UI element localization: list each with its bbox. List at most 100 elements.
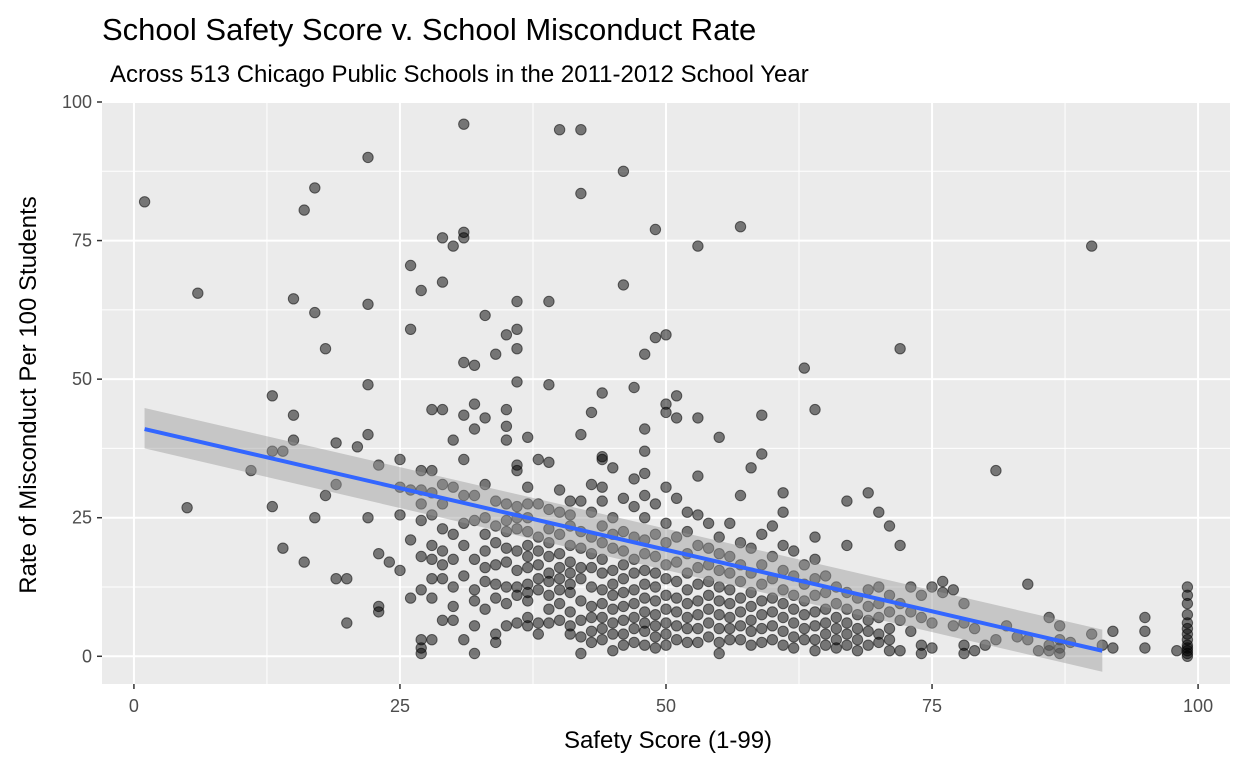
data-point — [788, 642, 800, 654]
data-point — [1139, 625, 1151, 637]
data-point — [500, 498, 513, 510]
data-point — [436, 559, 449, 571]
data-point — [479, 512, 491, 524]
data-point — [490, 636, 502, 649]
data-point — [575, 124, 587, 136]
data-point — [777, 539, 789, 552]
data-point — [585, 478, 598, 491]
data-point — [426, 573, 438, 585]
data-point — [702, 517, 715, 529]
data-point — [543, 589, 555, 601]
data-point — [649, 331, 662, 344]
data-point — [734, 634, 747, 646]
data-point — [915, 611, 928, 624]
data-point — [373, 548, 385, 560]
data-point — [575, 542, 587, 554]
data-point — [756, 448, 768, 460]
data-point — [788, 631, 800, 643]
data-point — [426, 464, 438, 477]
data-point — [138, 196, 151, 208]
x-tick-label: 100 — [1183, 696, 1213, 716]
data-point — [692, 412, 704, 424]
data-point — [692, 539, 704, 552]
data-point — [436, 545, 449, 557]
data-point — [426, 634, 438, 646]
data-point — [947, 620, 959, 632]
data-point — [702, 603, 715, 615]
data-point — [841, 617, 853, 629]
data-point — [692, 578, 704, 590]
data-point — [734, 489, 747, 502]
data-point — [713, 548, 725, 560]
data-point — [777, 611, 789, 624]
data-point — [458, 232, 470, 244]
data-point — [819, 639, 832, 651]
data-point — [617, 492, 630, 504]
data-point — [660, 589, 672, 601]
data-point — [532, 573, 544, 585]
data-point — [809, 620, 821, 632]
data-point — [511, 343, 523, 355]
data-point — [447, 240, 459, 252]
data-point — [777, 625, 789, 637]
data-point — [692, 240, 704, 252]
data-point — [436, 403, 449, 416]
data-point — [447, 614, 459, 626]
data-point — [415, 584, 427, 596]
data-point — [1086, 240, 1098, 252]
data-point — [436, 478, 449, 491]
data-point — [543, 617, 555, 629]
data-point — [649, 595, 662, 607]
data-point — [702, 575, 715, 588]
data-point — [553, 506, 566, 518]
data-point — [639, 348, 651, 360]
data-point — [1171, 645, 1183, 657]
data-point — [883, 622, 896, 635]
data-point — [298, 556, 310, 568]
data-point — [479, 575, 491, 588]
data-point — [628, 611, 640, 624]
data-point — [532, 498, 544, 510]
data-point — [564, 539, 576, 552]
data-point — [564, 606, 576, 618]
data-point — [596, 634, 608, 646]
data-point — [617, 525, 630, 538]
chart-subtitle: Across 513 Chicago Public Schools in the… — [110, 61, 809, 88]
data-point — [883, 645, 896, 657]
data-point — [873, 506, 885, 518]
data-point — [724, 597, 736, 610]
data-point — [309, 182, 321, 194]
data-point — [543, 503, 555, 516]
data-point — [458, 356, 470, 369]
regression-line — [144, 427, 1103, 653]
data-point — [490, 592, 502, 604]
data-point — [670, 492, 683, 504]
data-point — [1181, 650, 1194, 662]
data-point — [1139, 642, 1151, 654]
data-point — [511, 376, 523, 388]
data-point — [607, 617, 619, 629]
data-point — [564, 509, 576, 521]
data-point — [319, 489, 332, 502]
data-point — [617, 600, 630, 613]
data-point — [1107, 642, 1119, 654]
data-point — [266, 500, 278, 513]
data-point — [596, 537, 608, 549]
data-point — [500, 403, 513, 416]
data-point — [681, 584, 693, 596]
data-point — [585, 406, 598, 419]
data-point — [511, 617, 523, 629]
data-point — [511, 500, 523, 513]
data-point — [756, 578, 768, 590]
data-point — [841, 495, 853, 507]
data-point — [596, 553, 608, 565]
data-point — [628, 597, 640, 610]
data-point — [873, 636, 885, 649]
data-point — [585, 581, 598, 593]
data-point — [522, 539, 534, 552]
data-point — [809, 531, 821, 543]
data-point — [628, 473, 640, 485]
data-point — [628, 567, 640, 579]
data-point — [756, 636, 768, 649]
data-point — [468, 359, 481, 371]
